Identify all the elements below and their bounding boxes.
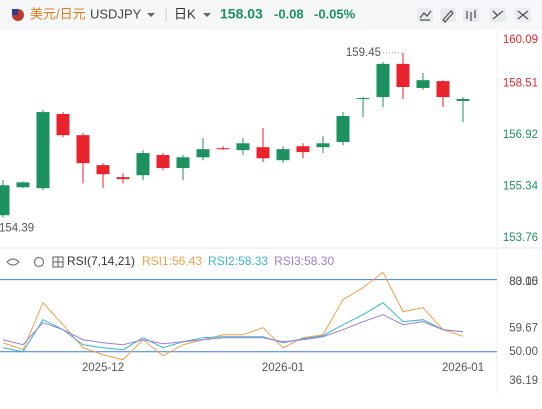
legend-label: RSI1:56.43 [142, 254, 202, 268]
candle-body [376, 63, 390, 98]
y-tick-label: 153.76 [503, 232, 538, 244]
candle-body [36, 112, 50, 189]
toolbar-icons [417, 8, 531, 23]
price: 158.03 [220, 6, 263, 22]
candle-body [116, 177, 130, 180]
x-tick-label: 2026-01 [442, 362, 484, 374]
eye-icon[interactable] [6, 258, 20, 266]
indicator-icons [6, 256, 64, 268]
pair-name[interactable]: 美元/日元 [30, 6, 86, 21]
candle-body [316, 143, 330, 148]
icon [442, 10, 454, 23]
y-tick-label: 36.19 [509, 375, 538, 387]
grid-icon [53, 257, 63, 267]
candle-body [96, 165, 110, 175]
legend-label: RSI2:58.33 [208, 254, 268, 268]
dropdown-caret[interactable] [147, 13, 155, 17]
icon [517, 10, 529, 20]
icon-button[interactable] [417, 8, 433, 22]
y-tick-label: 50.00 [509, 346, 538, 358]
dropdown-caret[interactable] [203, 13, 211, 17]
candle-body [296, 146, 310, 153]
high-label: 159.45 [346, 47, 381, 59]
candle-body [76, 135, 90, 164]
rsi-line [2, 314, 464, 346]
x-tick-label: 2025-12 [82, 362, 124, 374]
rsi-line [2, 302, 464, 353]
y-tick-label: 155.34 [503, 181, 539, 193]
candle-body [256, 147, 270, 159]
y-tick-label: 156.92 [503, 129, 538, 141]
low-label: 154.39 [0, 223, 34, 235]
candle-body [396, 63, 410, 87]
icon [466, 10, 476, 21]
settings-icon[interactable] [33, 256, 45, 268]
y-tick-label: 80.00 [509, 276, 538, 288]
candle-body [336, 115, 350, 142]
y-tick-label: 158.51 [503, 77, 538, 89]
rsi-line [2, 271, 464, 361]
indicator-name: RSI(7,14,21) [67, 254, 135, 268]
candle-body [356, 98, 370, 100]
candle-body [16, 182, 30, 188]
candle-body [236, 143, 250, 151]
x-tick-label: 2026-01 [262, 362, 304, 374]
change: -0.08 [274, 6, 304, 21]
candle-body [56, 114, 70, 136]
y-tick-label: 160.09 [503, 34, 538, 46]
candle-body [216, 148, 230, 150]
candle-body [196, 149, 210, 158]
y-tick-label: 59.67 [509, 323, 538, 335]
y-tick-label: 83.15 [509, 276, 538, 288]
candle-body [176, 157, 190, 169]
candle-body [156, 155, 170, 169]
candle-body [416, 80, 430, 88]
candle-body [136, 153, 150, 176]
candle-body [276, 149, 290, 161]
candle-body [436, 81, 450, 98]
period[interactable]: 日K [174, 6, 196, 21]
flag-icon [12, 9, 18, 15]
change-pct: -0.05% [314, 6, 356, 21]
icon [419, 10, 432, 21]
candle-body [456, 99, 470, 101]
candle-body [0, 185, 10, 216]
symbol[interactable]: USDJPY [90, 6, 142, 21]
icon [492, 10, 504, 20]
legend-label: RSI3:58.30 [274, 254, 334, 268]
